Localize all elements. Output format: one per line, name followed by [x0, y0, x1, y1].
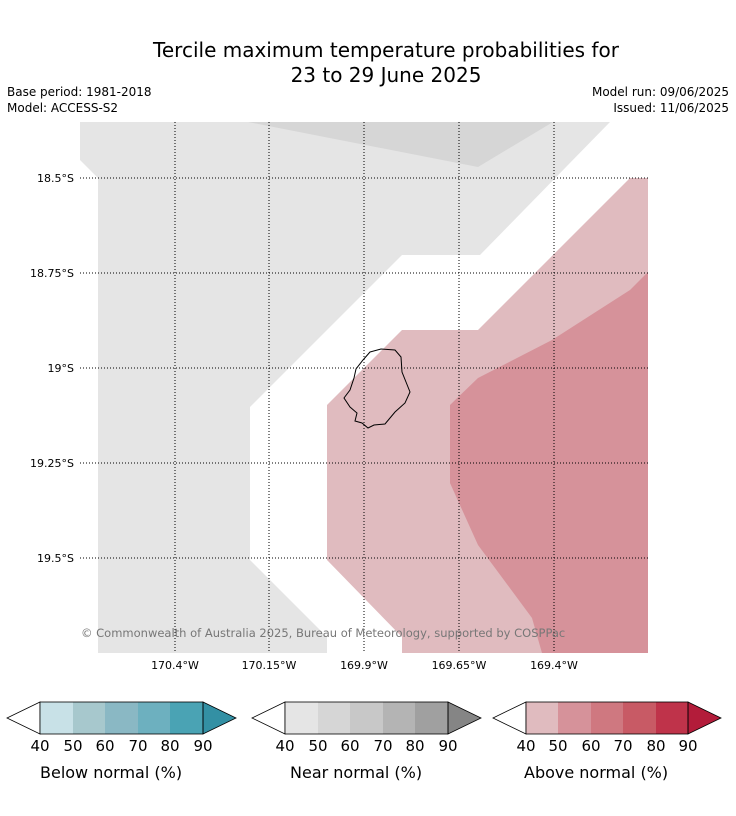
meta-left: Base period: 1981-2018 Model: ACCESS-S2	[7, 84, 152, 116]
lat-label: 19.5°S	[37, 552, 74, 565]
legend-swatch	[170, 702, 203, 734]
near-normal-50-region	[248, 122, 553, 167]
legend-tick: 40	[275, 737, 294, 755]
island-outline	[343, 348, 411, 429]
base-period: Base period: 1981-2018	[7, 85, 152, 99]
legend-tick: 40	[30, 737, 49, 755]
lat-label: 19.25°S	[30, 457, 74, 470]
lon-label: 169.4°W	[530, 659, 578, 672]
legend-swatch	[40, 702, 73, 734]
legend-swatch	[285, 702, 318, 734]
legend-tick: 70	[373, 737, 392, 755]
legend-above-normal: 40 50 60 70 80 90 Above normal (%)	[492, 701, 722, 782]
legend-tick: 60	[340, 737, 359, 755]
legend-swatch	[623, 702, 656, 734]
lat-label: 18.5°S	[37, 172, 74, 185]
meta-right: Model run: 09/06/2025 Issued: 11/06/2025	[592, 84, 729, 116]
legend-tick: 40	[516, 737, 535, 755]
legend-near-normal: 40 50 60 70 80 90 Near normal (%)	[251, 701, 482, 782]
legend-over-arrow	[203, 702, 236, 734]
legend-under-arrow	[251, 701, 286, 735]
legend-swatch	[656, 702, 688, 734]
chart-title: Tercile maximum temperature probabilitie…	[0, 38, 736, 88]
legend-title: Near normal (%)	[290, 763, 422, 782]
legend-under-arrow	[492, 701, 527, 735]
legend-tick: 80	[646, 737, 665, 755]
copyright-notice: © Commonwealth of Australia 2025, Bureau…	[81, 626, 565, 640]
probability-map: 18.5°S 18.75°S 19°S 19.25°S 19.5°S 170.4…	[30, 122, 648, 672]
lon-label: 170.4°W	[151, 659, 199, 672]
model-name: Model: ACCESS-S2	[7, 101, 119, 115]
legend-swatch	[383, 702, 415, 734]
legend-swatch	[350, 702, 383, 734]
near-normal-40-region	[80, 122, 610, 653]
title-line-1: Tercile maximum temperature probabilitie…	[153, 38, 619, 62]
legend-below-normal: 40 50 60 70 80 90 Below normal (%)	[6, 701, 237, 782]
legend-swatch	[526, 702, 558, 734]
legend-swatch	[105, 702, 138, 734]
legend-swatch	[558, 702, 591, 734]
legend-tick: 80	[160, 737, 179, 755]
lat-label: 19°S	[48, 362, 74, 375]
lon-label: 169.65°W	[432, 659, 487, 672]
legend-title: Below normal (%)	[40, 763, 182, 782]
legend-title: Above normal (%)	[524, 763, 668, 782]
legend-tick: 90	[678, 737, 697, 755]
legend-over-arrow	[448, 702, 481, 734]
legend-swatch	[138, 702, 170, 734]
legend-tick: 70	[613, 737, 632, 755]
lat-label: 18.75°S	[30, 267, 74, 280]
legends: 40 50 60 70 80 90 Below normal (%) 40 50…	[6, 701, 722, 782]
legend-under-arrow	[6, 701, 41, 735]
legend-tick: 90	[193, 737, 212, 755]
legend-tick: 90	[438, 737, 457, 755]
legend-tick: 50	[548, 737, 567, 755]
lon-label: 170.15°W	[242, 659, 297, 672]
legend-tick: 50	[308, 737, 327, 755]
legend-tick: 60	[95, 737, 114, 755]
legend-swatch	[318, 702, 350, 734]
legend-tick: 70	[128, 737, 147, 755]
legend-swatch	[415, 702, 448, 734]
legend-tick: 80	[405, 737, 424, 755]
legend-tick: 50	[63, 737, 82, 755]
title-line-2: 23 to 29 June 2025	[290, 63, 482, 87]
legend-tick: 60	[581, 737, 600, 755]
legend-over-arrow	[688, 702, 721, 734]
model-run: Model run: 09/06/2025	[591, 85, 729, 99]
legend-swatch	[73, 702, 105, 734]
legend-swatch	[591, 702, 623, 734]
lon-label: 169.9°W	[340, 659, 388, 672]
issued-date: Issued: 11/06/2025	[613, 101, 729, 115]
